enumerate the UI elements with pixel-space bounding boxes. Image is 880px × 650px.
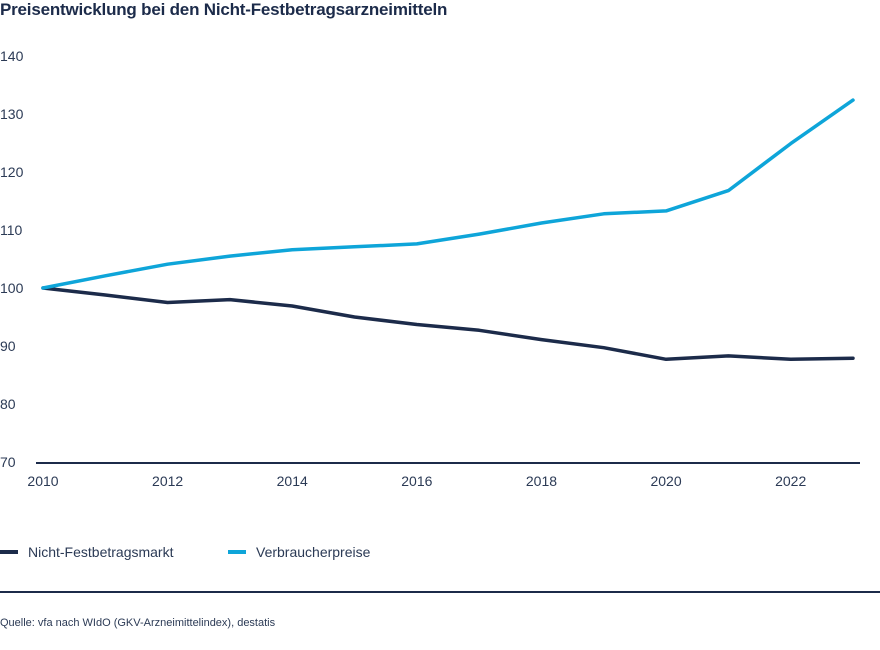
chart-title: Preisentwicklung bei den Nicht-Festbetra… (0, 0, 448, 19)
divider (0, 591, 880, 593)
x-tick-label: 2018 (526, 473, 557, 489)
x-tick-label: 2022 (775, 473, 806, 489)
legend-item-nicht-festbetragsmarkt: Nicht-Festbetragsmarkt (0, 544, 228, 560)
y-tick-label: 70 (0, 454, 16, 470)
x-tick-label: 2016 (401, 473, 432, 489)
legend-swatch-verbraucherpreise (228, 550, 246, 554)
series-line-nicht-festbetragsmarkt (41, 286, 855, 362)
y-tick-label: 90 (0, 338, 16, 354)
line-chart: 70 80 90 100 110 120 130 140 2010 2012 2014 2016 201… (0, 48, 860, 489)
y-tick-label: 80 (0, 396, 16, 412)
y-tick-label: 130 (0, 106, 24, 122)
source-note: Quelle: vfa nach WIdO (GKV-Arzneimitteli… (0, 617, 276, 629)
legend-label-nicht-festbetragsmarkt: Nicht-Festbetragsmarkt (28, 544, 174, 560)
x-tick-label: 2020 (650, 473, 681, 489)
y-tick-label: 110 (0, 222, 23, 238)
x-tick-label: 2010 (27, 473, 58, 489)
x-tick-label: 2012 (152, 473, 183, 489)
legend-item-verbraucherpreise: Verbraucherpreise (228, 544, 370, 560)
legend-swatch-nicht-festbetragsmarkt (0, 550, 18, 554)
y-tick-label: 140 (0, 48, 24, 64)
y-tick-label: 100 (0, 280, 24, 296)
legend: Nicht-Festbetragsmarkt Verbraucherpreise (0, 544, 370, 560)
x-tick-label: 2014 (277, 473, 308, 489)
series-line-verbraucherpreise (41, 98, 855, 290)
legend-label-verbraucherpreise: Verbraucherpreise (256, 544, 371, 560)
y-tick-label: 120 (0, 164, 24, 180)
